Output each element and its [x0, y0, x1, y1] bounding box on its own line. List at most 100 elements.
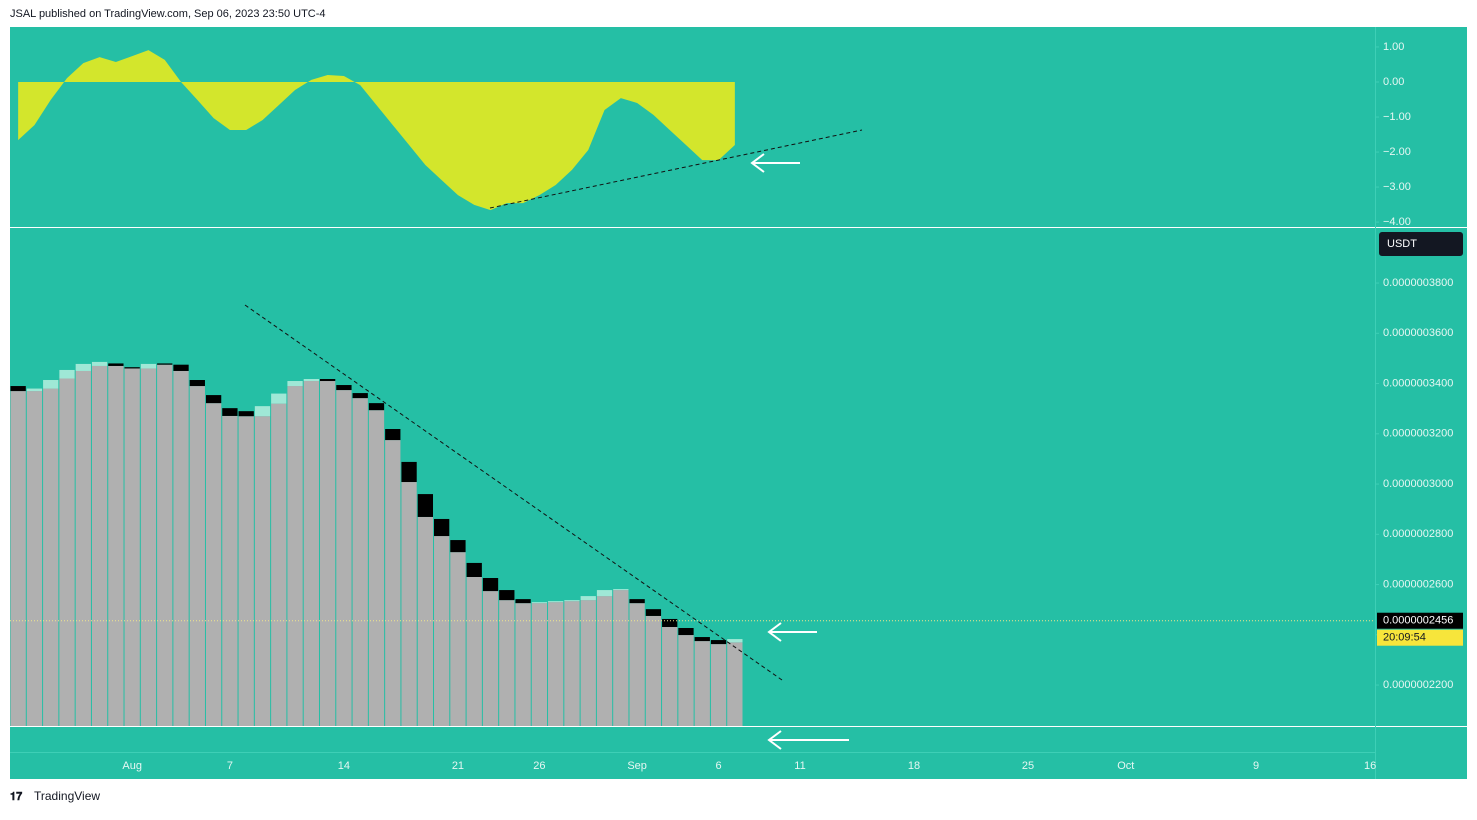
candle-body — [222, 408, 238, 416]
column-fill — [26, 391, 43, 726]
column-fill — [157, 364, 173, 726]
column-fill — [531, 603, 548, 726]
y-tick-label: −1.00 — [1383, 111, 1411, 123]
column-fill — [319, 381, 336, 726]
candle-body — [385, 429, 401, 441]
axis-layer: 1.00 0.00 −1.00 −2.00 −3.00 −4.00 0.0000002200… — [122, 41, 1463, 772]
column-fill — [124, 368, 140, 726]
column-fill — [140, 368, 157, 726]
column-fill — [222, 415, 238, 726]
column-fill — [75, 370, 91, 726]
column-fill — [173, 370, 189, 726]
x-tick-label: 11 — [794, 760, 805, 772]
y-tick-label: 0.0000003400 — [1383, 377, 1453, 389]
x-tick-label: 21 — [452, 760, 464, 772]
column-fill — [417, 516, 434, 726]
y-tick-label: 0.0000003200 — [1383, 428, 1453, 440]
column-fill — [645, 615, 662, 726]
column-fill — [482, 591, 499, 726]
candle-body — [287, 381, 303, 387]
candle-body — [678, 628, 694, 636]
column-fill — [205, 403, 222, 726]
footer: TradingView — [34, 789, 100, 803]
candle-body — [450, 540, 466, 553]
candle-body — [531, 602, 548, 604]
candle-body — [434, 518, 450, 537]
x-tick-label: 6 — [715, 760, 721, 772]
column-fill — [108, 365, 124, 726]
column-fill — [450, 552, 466, 726]
candle-body — [645, 609, 662, 616]
x-tick-label: Aug — [122, 760, 142, 772]
y-tick-label: −4.00 — [1383, 216, 1411, 228]
candle-body — [173, 364, 189, 371]
candle-body — [580, 596, 596, 601]
x-tick-label: 7 — [227, 760, 233, 772]
candle-body — [548, 601, 564, 603]
column-fill — [564, 601, 580, 726]
column-fill — [613, 590, 629, 726]
candle-body — [10, 386, 26, 392]
y-tick-label: −2.00 — [1383, 146, 1411, 158]
column-fill — [91, 365, 108, 726]
column-fill — [694, 641, 710, 726]
currency: USDT — [1387, 238, 1417, 250]
column-fill — [596, 596, 613, 726]
candle-body — [368, 403, 385, 411]
column-fill — [515, 603, 531, 726]
x-tick-label: 9 — [1253, 760, 1259, 772]
candle-body — [26, 388, 43, 392]
header: JSAL published on TradingView.com, Sep 0… — [10, 8, 326, 20]
column-fill — [466, 577, 482, 726]
countdown-badge — [1377, 629, 1463, 646]
x-tick-label: 26 — [533, 760, 545, 772]
column-fill — [629, 603, 645, 726]
candle-body — [596, 590, 613, 597]
candle-body — [205, 395, 222, 404]
candle-body — [352, 393, 368, 399]
y-tick-label: 1.00 — [1383, 41, 1404, 53]
column-fill — [385, 440, 401, 726]
column-fill — [10, 391, 26, 726]
column-fill — [580, 600, 596, 726]
logo-mark: 𝟏𝟕 — [10, 791, 23, 803]
candle-body — [482, 578, 499, 592]
candle-body — [564, 600, 580, 602]
candle-body — [140, 363, 157, 369]
candle-body — [238, 411, 254, 417]
column-fill — [727, 642, 743, 726]
candle-body — [303, 379, 319, 382]
y-tick-label: 0.0000003600 — [1383, 327, 1453, 339]
y-tick-label: 0.0000002200 — [1383, 679, 1453, 691]
candle-body — [157, 363, 173, 365]
x-tick-label: Sep — [627, 760, 647, 772]
x-tick-label: Oct — [1117, 760, 1134, 772]
column-fill — [303, 381, 319, 726]
column-fill — [401, 482, 417, 726]
y-tick-label: 0.0000003800 — [1383, 277, 1453, 289]
candle-body — [466, 562, 482, 578]
candle-body — [694, 637, 710, 642]
column-fill — [254, 416, 271, 726]
column-fill — [368, 410, 385, 726]
column-fill — [43, 388, 59, 726]
column-fill — [710, 644, 727, 726]
y-tick-label: 0.0000002600 — [1383, 578, 1453, 590]
plot-layer — [10, 50, 1375, 726]
candle-body — [336, 385, 352, 391]
column-fill — [238, 416, 254, 726]
currency-badge — [1379, 232, 1463, 256]
candle-body — [254, 406, 271, 417]
column-fill — [662, 627, 678, 726]
trend-line — [489, 129, 863, 209]
candle-body — [613, 589, 629, 591]
x-tick-label: 25 — [1022, 760, 1034, 772]
countdown: 20:09:54 — [1383, 632, 1426, 644]
candle-body — [271, 393, 287, 404]
column-fill — [271, 403, 287, 726]
candle-body — [108, 363, 124, 366]
candle-body — [59, 369, 75, 379]
y-tick-label: 0.0000002800 — [1383, 528, 1453, 540]
column-fill — [499, 600, 515, 726]
